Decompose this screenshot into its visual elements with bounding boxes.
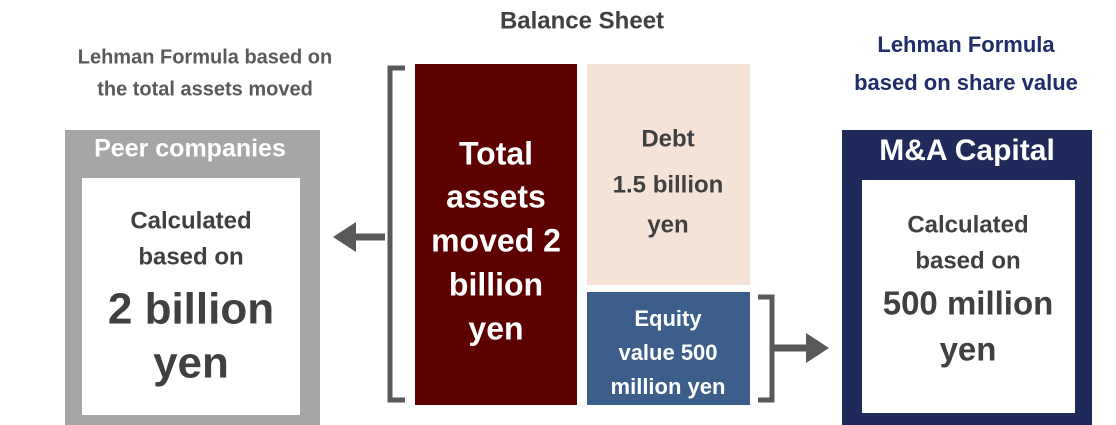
right-arrow-head — [806, 333, 829, 363]
peer-amount: 2 billion — [108, 285, 274, 334]
total-assets-text: Total — [459, 135, 533, 171]
debt-text: 1.5 billion — [613, 171, 724, 198]
ma-text: based on — [915, 247, 1020, 274]
debt-text: yen — [647, 211, 688, 238]
total-assets-text: moved 2 — [431, 222, 561, 258]
equity-text: value 500 — [618, 340, 717, 365]
ma-text: Calculated — [907, 211, 1028, 238]
debt-text: Debt — [641, 125, 694, 152]
equity-text: Equity — [634, 306, 702, 331]
ma-amount: yen — [940, 331, 997, 368]
peer-inner — [82, 178, 300, 415]
left-label: Lehman Formula based on — [78, 46, 332, 68]
total-assets-text: assets — [446, 178, 546, 214]
equity-text: million yen — [611, 374, 726, 399]
right-label: based on share value — [854, 70, 1078, 95]
right-label: Lehman Formula — [877, 32, 1055, 57]
peer-text: Calculated — [130, 207, 251, 234]
ma-header: M&A Capital — [879, 134, 1055, 167]
debt-box — [587, 64, 750, 285]
ma-inner — [862, 180, 1075, 413]
total-assets-text: yen — [468, 310, 523, 346]
left-arrow-head — [333, 222, 356, 252]
left-label: the total assets moved — [97, 78, 313, 100]
peer-amount: yen — [153, 339, 229, 388]
total-assets-box — [415, 64, 577, 405]
peer-text: based on — [138, 243, 243, 270]
title: Balance Sheet — [500, 7, 664, 34]
right-bracket — [758, 294, 775, 403]
total-assets-text: billion — [449, 266, 543, 302]
equity-box — [587, 292, 750, 405]
left-bracket — [387, 65, 405, 403]
peer-header: Peer companies — [94, 135, 286, 163]
ma-amount: 500 million — [883, 285, 1054, 322]
